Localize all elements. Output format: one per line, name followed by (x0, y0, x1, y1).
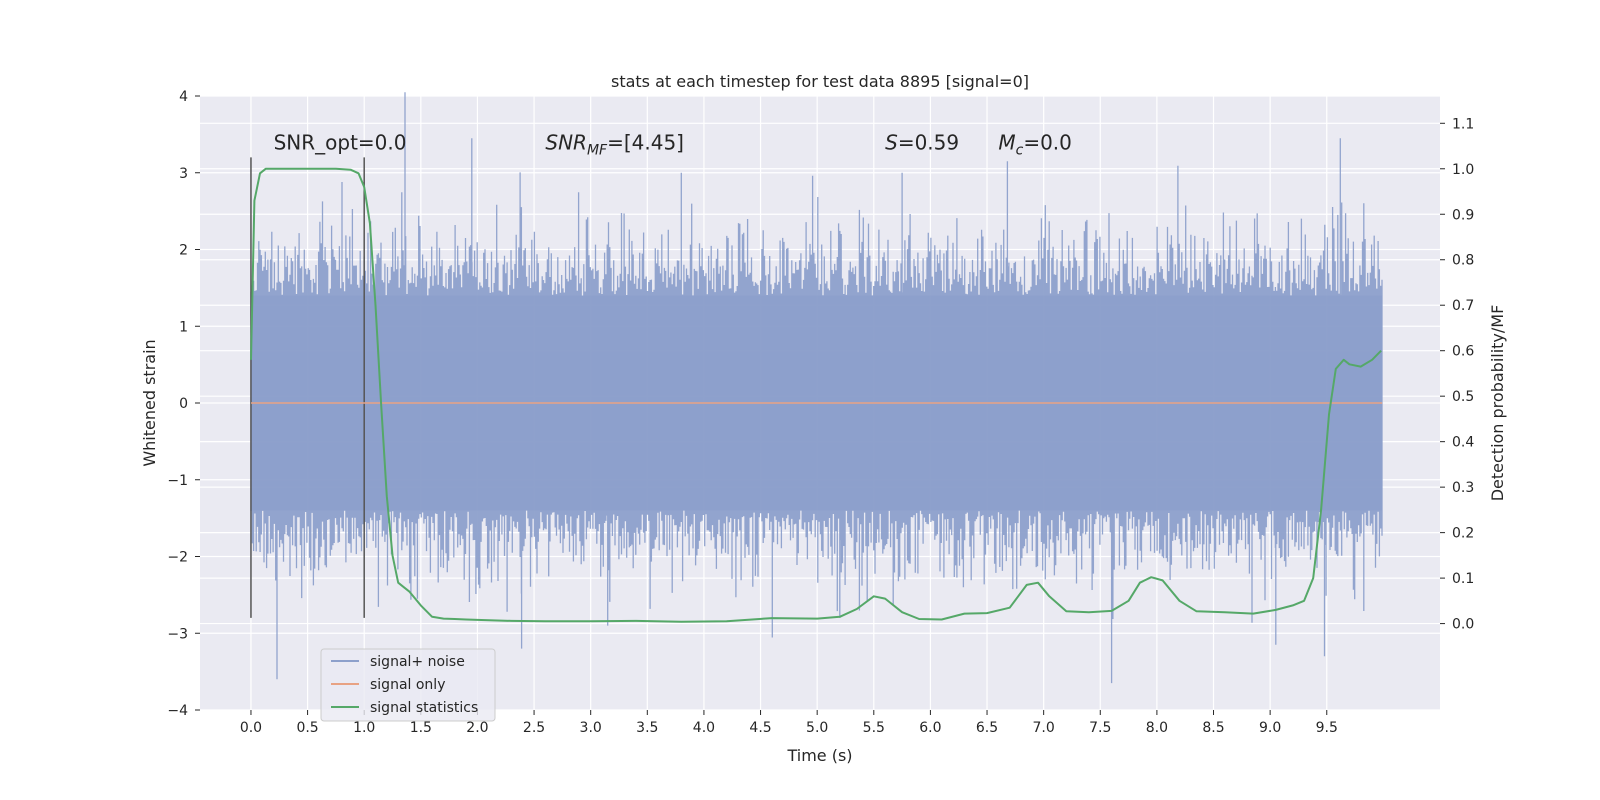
y2-axis-ticks: 0.0 0.1 0.2 0.3 0.4 0.5 0.6 0.7 0.8 0.9 1.0 1.1 (1440, 116, 1474, 633)
series-signal-statistics-line (250, 167, 1382, 623)
x-tick-label: 8.0 (1146, 720, 1168, 736)
annotation-snr-mf-4-45: SNRMF=[4.45] (545, 131, 684, 159)
y2-tick-label: 0.5 (1452, 389, 1474, 405)
x-tick-label: 1.0 (353, 720, 375, 736)
y-tick-label: 1 (179, 319, 188, 335)
x-tick-label: 1.5 (410, 720, 432, 736)
annotation-s-0-59: S=0.59 (885, 131, 959, 155)
y2-tick-label: 0.2 (1452, 526, 1474, 542)
x-tick-label: 3.0 (580, 720, 602, 736)
y2-tick-label: 0.3 (1452, 480, 1474, 496)
y2-tick-label: 0.1 (1452, 571, 1474, 587)
x-tick-label: 5.0 (806, 720, 828, 736)
x-tick-label: 7.5 (1089, 720, 1111, 736)
annotation-snr-opt-0-0: SNR_opt=0.0 (274, 131, 407, 155)
y-axis-ticks: −4 −3 −2 −1 0 1 2 3 4 (167, 89, 200, 719)
x-tick-label: 9.0 (1259, 720, 1281, 736)
legend-box (320, 648, 496, 722)
annotation-m-c-0-0: Mc=0.0 (998, 131, 1072, 159)
legend-label-signal-statistics: signal statistics (370, 700, 478, 716)
x-tick-label: 9.5 (1316, 720, 1338, 736)
legend: signal+ noise signal only signal statist… (320, 648, 496, 722)
x-axis-ticks: 0.0 0.5 1.0 1.5 2.0 2.5 3.0 3.5 4.0 4.5 5.0 5.5 6.0 6… (240, 710, 1338, 736)
y2-tick-label: 0.0 (1452, 617, 1474, 633)
y2-tick-label: 0.7 (1452, 298, 1474, 314)
window-markers (250, 157, 365, 618)
x-tick-label: 4.5 (749, 720, 771, 736)
y-tick-label: −3 (167, 626, 188, 642)
x-tick-label: 7.0 (1033, 720, 1055, 736)
y-tick-label: −4 (167, 703, 188, 719)
x-tick-label: 0.5 (296, 720, 318, 736)
x-tick-label: 6.0 (919, 720, 941, 736)
y-tick-label: −1 (167, 473, 188, 489)
x-tick-label: 8.5 (1202, 720, 1224, 736)
y2-tick-label: 0.8 (1452, 253, 1474, 269)
x-axis-label: Time (s) (786, 746, 852, 765)
y-tick-label: −2 (167, 550, 188, 566)
y2-tick-label: 0.6 (1452, 344, 1474, 360)
y-tick-label: 4 (179, 89, 188, 105)
y-tick-label: 3 (179, 166, 188, 182)
x-tick-label: 5.5 (863, 720, 885, 736)
x-tick-label: 2.5 (523, 720, 545, 736)
x-tick-label: 2.0 (466, 720, 488, 736)
annotations: SNR_opt=0.0 SNRMF=[4.45] S=0.59 Mc=0.0 (274, 131, 1072, 159)
y2-tick-label: 0.4 (1452, 435, 1474, 451)
chart-title: stats at each timestep for test data 889… (611, 72, 1029, 91)
y2-axis-label: Detection probability/MF (1488, 305, 1507, 502)
y2-tick-label: 1.0 (1452, 162, 1474, 178)
x-tick-label: 4.0 (693, 720, 715, 736)
legend-label-signal-only: signal only (370, 677, 445, 693)
y-tick-label: 0 (179, 396, 188, 412)
x-tick-label: 6.5 (976, 720, 998, 736)
x-tick-label: 3.5 (636, 720, 658, 736)
legend-label-signal-plus-noise: signal+ noise (370, 654, 465, 670)
y2-tick-label: 1.1 (1452, 116, 1474, 132)
y2-tick-label: 0.9 (1452, 207, 1474, 223)
line-series (250, 167, 1383, 623)
y-axis-label: Whitened strain (140, 339, 159, 466)
x-tick-label: 0.0 (240, 720, 262, 736)
y-tick-label: 2 (179, 243, 188, 259)
